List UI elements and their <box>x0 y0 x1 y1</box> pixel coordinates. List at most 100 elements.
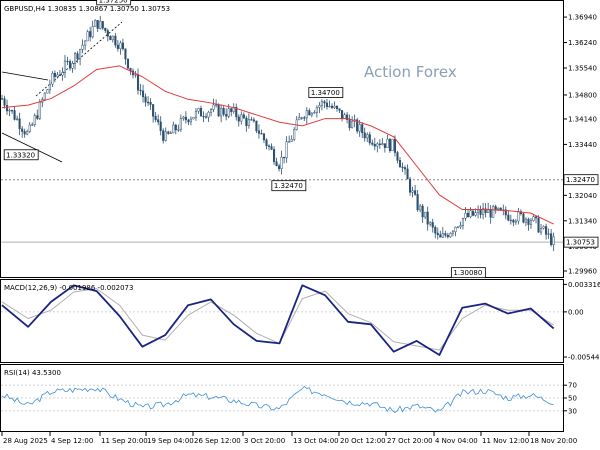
candle-body <box>494 206 497 210</box>
candle-body <box>177 129 180 131</box>
rsi-y-tick-label: 30 <box>568 407 577 415</box>
candle-body <box>315 107 318 113</box>
level-label-box <box>563 174 599 186</box>
candle-body <box>497 207 500 210</box>
price-y-tick-label: 1.35540 <box>568 65 597 73</box>
candle-body <box>142 90 145 98</box>
candle-body <box>79 49 82 60</box>
rsi-header: RSI(14) 43.5300 <box>4 369 61 377</box>
price-header: GBPUSD,H4 1.30835 1.30867 1.30750 1.3075… <box>4 5 170 13</box>
candle-body <box>348 119 351 129</box>
price-annotation-label: 1.34700 <box>311 89 340 97</box>
candle-body <box>351 120 354 129</box>
candle-body <box>262 133 266 141</box>
candle-body <box>477 209 480 213</box>
candle-body <box>3 98 6 106</box>
candle-body <box>235 106 238 118</box>
candle-body <box>338 108 341 111</box>
candle-body <box>182 116 185 119</box>
candle-body <box>202 115 205 118</box>
x-tick-label: 19 Sep 04:00 <box>147 437 194 445</box>
candle-body <box>532 216 535 221</box>
candle-body <box>341 110 344 119</box>
candle-body <box>267 145 271 147</box>
candle-body <box>335 105 339 110</box>
candle-body <box>33 115 36 125</box>
candle-body <box>388 138 391 152</box>
trend-line <box>35 21 123 97</box>
x-tick-label: 28 Aug 2025 <box>3 437 48 445</box>
candle-body <box>522 213 525 223</box>
candle-body <box>512 219 515 223</box>
candle-body <box>242 114 245 119</box>
candle-body <box>552 236 555 246</box>
candle-body <box>429 222 432 225</box>
candle-body <box>152 104 155 117</box>
candle-body <box>527 218 530 225</box>
candle-body <box>285 141 288 159</box>
candle-body <box>43 92 46 101</box>
candle-body <box>154 116 157 120</box>
macd-layer: 0.003316 0.00 -0.005445 <box>1 281 600 362</box>
candle-body <box>451 231 454 234</box>
candle-body <box>86 31 89 42</box>
candle-body <box>444 233 447 236</box>
candle-body <box>16 118 19 120</box>
candle-body <box>119 42 122 49</box>
candle-body <box>240 114 243 122</box>
candle-body <box>227 108 230 117</box>
candle-body <box>260 133 263 135</box>
candle-body <box>509 219 512 222</box>
x-tick-label: 20 Oct 12:00 <box>340 437 386 445</box>
candle-body <box>290 138 293 142</box>
x-tick-label: 11 Nov 12:00 <box>482 437 529 445</box>
candle-body <box>358 124 361 132</box>
candle-body <box>466 213 470 218</box>
candle-body <box>76 53 79 60</box>
candle-body <box>66 60 69 63</box>
candle-body <box>184 116 187 121</box>
candle-body <box>159 121 162 131</box>
candle-body <box>328 105 331 108</box>
price-y-tick-label: 1.34800 <box>568 91 597 99</box>
candle-body <box>303 117 306 119</box>
price-y-tick-label: 1.33440 <box>568 141 597 149</box>
candle-body <box>318 105 321 108</box>
candle-body <box>482 208 485 215</box>
candle-body <box>222 108 225 115</box>
candle-body <box>245 117 248 126</box>
candle-body <box>401 166 404 169</box>
candle-body <box>383 143 386 148</box>
candle-body <box>5 105 9 112</box>
price-annotation-label: 1.30080 <box>453 269 482 277</box>
candle-body <box>545 226 548 235</box>
candle-body <box>91 26 94 38</box>
candle-body <box>454 226 457 233</box>
candle-body <box>210 109 213 113</box>
candle-body <box>275 161 278 167</box>
candle-body <box>484 208 487 213</box>
candle-body <box>368 134 371 144</box>
candle-body <box>149 101 152 105</box>
price-y-tick-label: 1.36240 <box>568 39 597 47</box>
candle-body <box>81 44 84 50</box>
level-label: 1.32470 <box>566 176 595 184</box>
trend-line <box>1 132 63 163</box>
candle-body <box>459 225 462 228</box>
x-tick-label: 27 Oct 20:00 <box>387 437 433 445</box>
moving-average-line <box>1 65 554 225</box>
candle-body <box>18 118 21 130</box>
candle-body <box>283 156 286 159</box>
candle-body <box>204 116 208 118</box>
candle-body <box>56 74 59 77</box>
candle-body <box>280 156 283 169</box>
x-tick-label: 13 Oct 04:00 <box>293 437 339 445</box>
candle-body <box>215 104 218 106</box>
candle-body <box>0 98 4 100</box>
candle-body <box>416 194 419 211</box>
candle-body <box>104 27 107 31</box>
candle-body <box>514 220 517 223</box>
price-annotation-label: 1.37250 <box>99 0 128 4</box>
candle-body <box>101 21 104 29</box>
candle-body <box>537 217 540 233</box>
